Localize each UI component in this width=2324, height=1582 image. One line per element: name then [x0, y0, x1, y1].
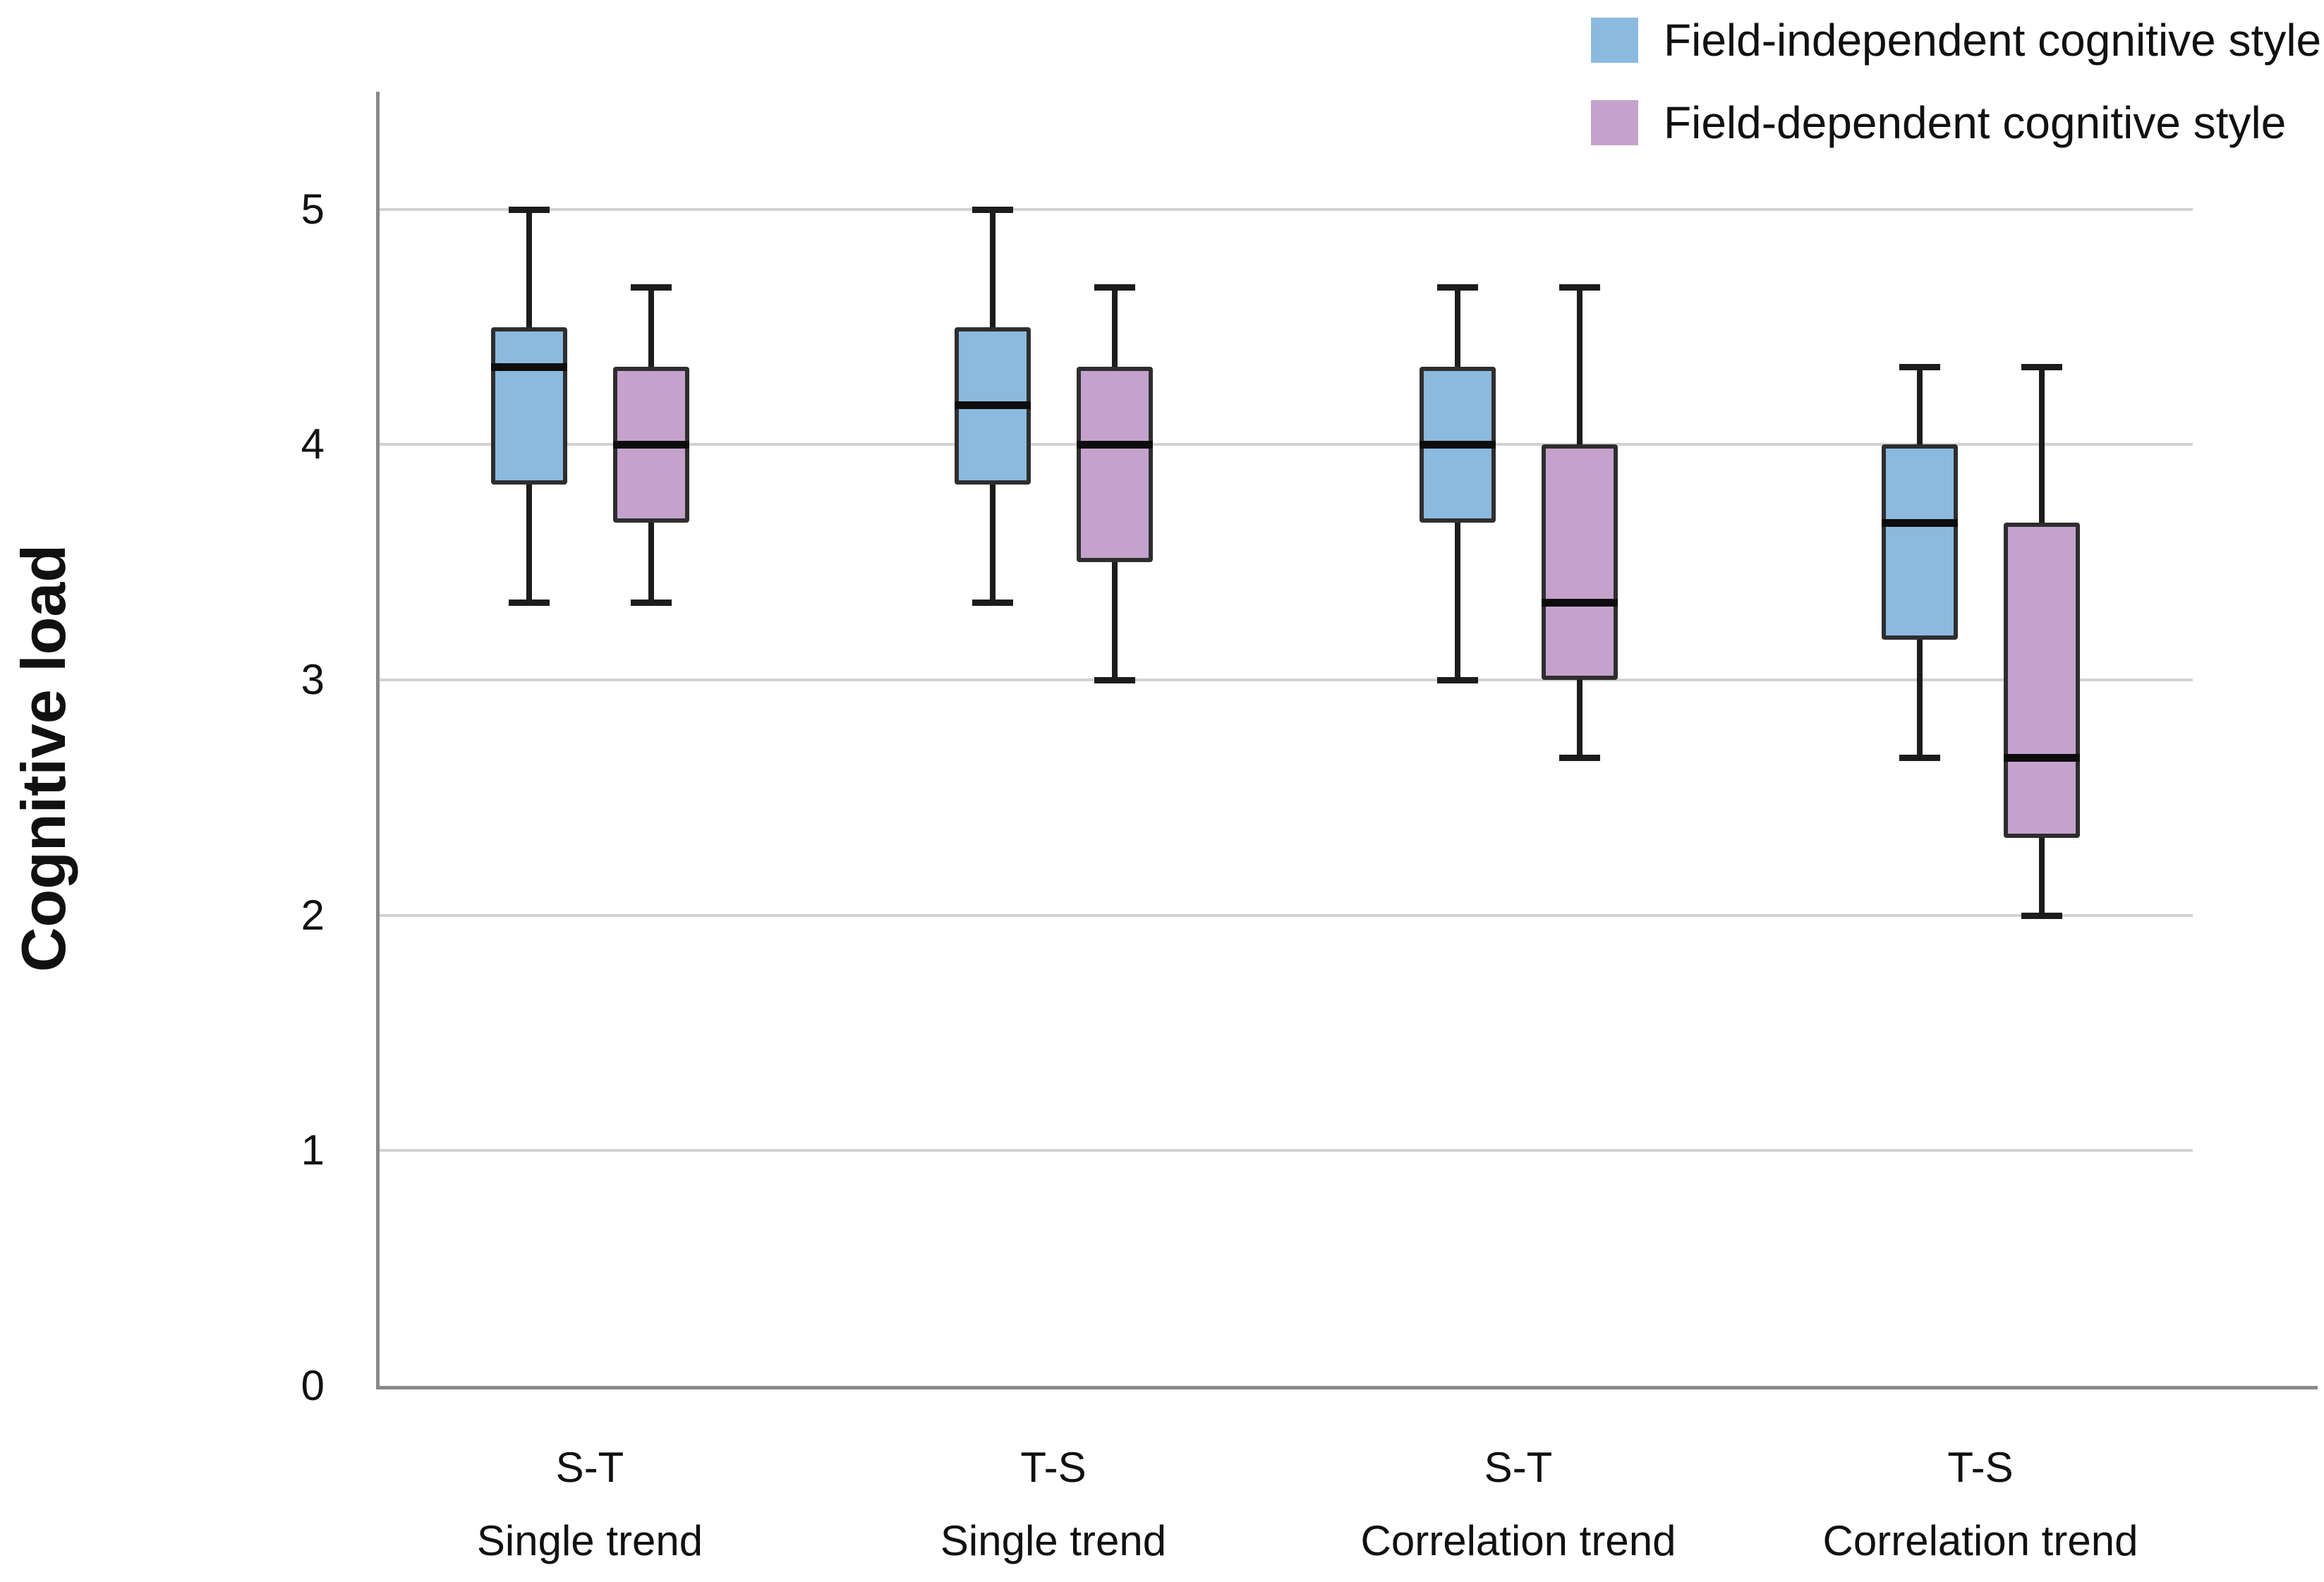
x-category-2-line2: Single trend: [940, 1517, 1167, 1564]
lower-whisker-field-independent-group2: [989, 485, 995, 602]
lower-whisker-cap-field-independent-group3: [1436, 677, 1478, 684]
lower-whisker-field-independent-group4: [1916, 640, 1923, 758]
median-line-field-dependent-group3: [1541, 598, 1618, 607]
median-line-field-independent-group3: [1419, 441, 1496, 449]
x-axis-line: [376, 1386, 2318, 1389]
upper-whisker-cap-field-dependent-group3: [1559, 284, 1600, 291]
gridline-2: [376, 913, 2193, 917]
upper-whisker-field-independent-group1: [526, 209, 532, 327]
upper-whisker-cap-field-dependent-group4: [2021, 364, 2062, 371]
lower-whisker-cap-field-independent-group2: [972, 599, 1013, 606]
upper-whisker-field-dependent-group4: [2038, 367, 2045, 523]
y-axis-title: Cognitive load: [8, 544, 78, 973]
x-category-3-line2: Correlation trend: [1360, 1517, 1676, 1564]
iqr-box-field-dependent-group2: [1076, 367, 1153, 563]
median-line-field-independent-group4: [1881, 518, 1958, 527]
plot-area: [376, 92, 2193, 1386]
iqr-box-field-independent-group1: [490, 327, 567, 485]
upper-whisker-cap-field-dependent-group1: [630, 284, 672, 291]
upper-whisker-field-dependent-group2: [1111, 286, 1118, 367]
x-category-3-line1: S-T: [1484, 1444, 1553, 1491]
upper-whisker-field-independent-group4: [1916, 367, 1923, 445]
lower-whisker-cap-field-dependent-group4: [2021, 912, 2062, 919]
boxplot-field-independent-group2: [376, 92, 2193, 1386]
legend-swatch-1: [1591, 18, 1638, 63]
gridline-1: [376, 1149, 2193, 1152]
lower-whisker-field-independent-group3: [1454, 522, 1460, 681]
lower-whisker-field-dependent-group1: [648, 522, 654, 602]
lower-whisker-field-dependent-group4: [2038, 837, 2045, 915]
lower-whisker-field-dependent-group2: [1111, 562, 1118, 681]
upper-whisker-cap-field-dependent-group2: [1094, 284, 1135, 291]
gridline-5: [376, 207, 2193, 211]
x-category-1-line2: Single trend: [476, 1517, 703, 1564]
y-tick-label-4: 4: [301, 420, 325, 468]
x-category-4-line1: T-S: [1947, 1444, 2014, 1491]
median-line-field-dependent-group2: [1076, 441, 1153, 449]
upper-whisker-field-dependent-group3: [1576, 286, 1582, 445]
x-category-2-line1: T-S: [1020, 1444, 1087, 1491]
boxplot-field-dependent-group2: [376, 92, 2193, 1386]
median-line-field-independent-group1: [490, 363, 567, 372]
upper-whisker-field-independent-group2: [989, 209, 995, 327]
legend-row-1: Field-independent cognitive style: [1591, 14, 2321, 66]
boxplot-field-independent-group3: [376, 92, 2193, 1386]
y-tick-label-3: 3: [301, 656, 325, 704]
legend-label-1: Field-independent cognitive style: [1664, 15, 2322, 66]
boxplot-field-independent-group4: [376, 92, 2193, 1386]
boxplot-field-dependent-group3: [376, 92, 2193, 1386]
boxplot-field-independent-group1: [376, 92, 2193, 1386]
lower-whisker-field-independent-group1: [526, 485, 532, 602]
upper-whisker-cap-field-independent-group1: [508, 206, 550, 213]
boxplot-field-dependent-group1: [376, 92, 2193, 1386]
lower-whisker-field-dependent-group3: [1576, 680, 1582, 758]
iqr-box-field-dependent-group3: [1541, 444, 1618, 681]
y-tick-label-0: 0: [301, 1362, 325, 1409]
lower-whisker-cap-field-independent-group4: [1899, 755, 1940, 762]
upper-whisker-cap-field-independent-group4: [1899, 364, 1940, 371]
y-axis-line: [376, 92, 380, 1389]
x-category-1-line1: S-T: [555, 1444, 624, 1491]
iqr-box-field-independent-group4: [1881, 444, 1958, 640]
gridline-3: [376, 679, 2193, 682]
y-tick-label-1: 1: [301, 1126, 325, 1174]
lower-whisker-cap-field-dependent-group3: [1559, 755, 1600, 762]
iqr-box-field-dependent-group4: [2003, 522, 2080, 838]
upper-whisker-field-dependent-group1: [648, 286, 654, 367]
lower-whisker-cap-field-independent-group1: [508, 599, 550, 606]
median-line-field-dependent-group4: [2003, 754, 2080, 762]
median-line-field-dependent-group1: [612, 441, 689, 449]
boxplot-field-dependent-group4: [376, 92, 2193, 1386]
gridline-4: [376, 443, 2193, 446]
median-line-field-independent-group2: [954, 401, 1031, 409]
lower-whisker-cap-field-dependent-group2: [1094, 677, 1135, 684]
y-tick-label-5: 5: [301, 185, 325, 233]
upper-whisker-field-independent-group3: [1454, 286, 1460, 367]
y-tick-label-2: 2: [301, 891, 325, 939]
upper-whisker-cap-field-independent-group3: [1436, 284, 1478, 291]
upper-whisker-cap-field-independent-group2: [972, 206, 1013, 213]
lower-whisker-cap-field-dependent-group1: [630, 599, 672, 606]
x-category-4-line2: Correlation trend: [1822, 1517, 2138, 1564]
